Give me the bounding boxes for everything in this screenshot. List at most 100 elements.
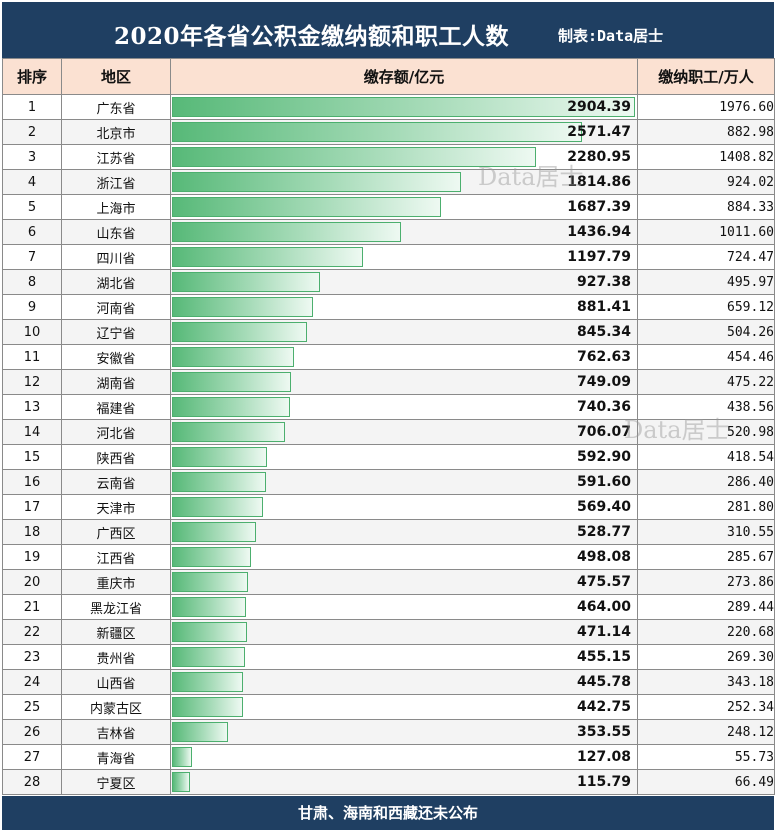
amount-cell: 445.78: [170, 669, 638, 695]
region-cell: 广西区: [61, 519, 171, 545]
table-row: 9 河南省 881.41 659.12: [2, 294, 775, 320]
workers-cell: 882.98: [637, 119, 775, 145]
workers-cell: 659.12: [637, 294, 775, 320]
column-header-row: 排序 地区 缴存额/亿元 缴纳职工/万人: [2, 58, 775, 95]
column-header-workers: 缴纳职工/万人: [637, 58, 775, 95]
table-row: 8 湖北省 927.38 495.97: [2, 269, 775, 295]
amount-bar: [172, 747, 193, 767]
amount-cell: 1436.94: [170, 219, 638, 245]
region-cell: 河北省: [61, 419, 171, 445]
rank-cell: 28: [2, 769, 62, 795]
amount-bar: [172, 397, 291, 417]
table-row: 22 新疆区 471.14 220.68: [2, 619, 775, 645]
table-row: 7 四川省 1197.79 724.47: [2, 244, 775, 270]
workers-cell: 289.44: [637, 594, 775, 620]
region-cell: 陕西省: [61, 444, 171, 470]
workers-cell: 248.12: [637, 719, 775, 745]
region-cell: 吉林省: [61, 719, 171, 745]
amount-cell: 927.38: [170, 269, 638, 295]
rank-cell: 14: [2, 419, 62, 445]
workers-cell: 1976.60: [637, 94, 775, 120]
amount-bar: [172, 147, 536, 167]
table-body: 1 广东省 2904.39 1976.60 2 北京市 2571.47 882.98 3 江苏省 2…: [2, 94, 775, 795]
region-cell: 黑龙江省: [61, 594, 171, 620]
region-cell: 山东省: [61, 219, 171, 245]
region-cell: 北京市: [61, 119, 171, 145]
workers-cell: 520.98: [637, 419, 775, 445]
amount-cell: 127.08: [170, 744, 638, 770]
table-row: 14 河北省 706.07 520.98: [2, 419, 775, 445]
region-cell: 山西省: [61, 669, 171, 695]
amount-value: 927.38: [576, 274, 631, 290]
amount-bar: [172, 222, 402, 242]
column-header-region: 地区: [61, 58, 171, 95]
rank-cell: 24: [2, 669, 62, 695]
table-row: 1 广东省 2904.39 1976.60: [2, 94, 775, 120]
region-cell: 广东省: [61, 94, 171, 120]
region-cell: 四川省: [61, 244, 171, 270]
amount-cell: 2280.95: [170, 144, 638, 170]
workers-cell: 724.47: [637, 244, 775, 270]
table-row: 19 江西省 498.08 285.67: [2, 544, 775, 570]
table-row: 26 吉林省 353.55 248.12: [2, 719, 775, 745]
data-table: 排序 地区 缴存额/亿元 缴纳职工/万人 1 广东省 2904.39 1976.60 2…: [2, 58, 775, 795]
amount-value: 464.00: [576, 599, 631, 615]
region-cell: 重庆市: [61, 569, 171, 595]
amount-cell: 881.41: [170, 294, 638, 320]
amount-bar: [172, 272, 320, 292]
amount-value: 353.55: [576, 724, 631, 740]
region-cell: 青海省: [61, 744, 171, 770]
rank-cell: 5: [2, 194, 62, 220]
amount-cell: 455.15: [170, 644, 638, 670]
amount-bar: [172, 497, 263, 517]
region-cell: 福建省: [61, 394, 171, 420]
amount-bar: [172, 122, 582, 142]
amount-value: 1197.79: [567, 249, 631, 265]
rank-cell: 27: [2, 744, 62, 770]
amount-cell: 762.63: [170, 344, 638, 370]
amount-value: 2904.39: [567, 99, 631, 115]
rank-cell: 22: [2, 619, 62, 645]
workers-cell: 924.02: [637, 169, 775, 195]
region-cell: 河南省: [61, 294, 171, 320]
region-cell: 天津市: [61, 494, 171, 520]
rank-cell: 19: [2, 544, 62, 570]
amount-value: 569.40: [576, 499, 631, 515]
footer-note: 甘肃、海南和西藏还未公布: [2, 796, 774, 830]
amount-bar: [172, 447, 267, 467]
amount-bar: [172, 322, 307, 342]
amount-value: 1436.94: [567, 224, 631, 240]
rank-cell: 10: [2, 319, 62, 345]
amount-value: 475.57: [576, 574, 631, 590]
table-row: 20 重庆市 475.57 273.86: [2, 569, 775, 595]
rank-cell: 6: [2, 219, 62, 245]
chart-credit: 制表:Data居士: [558, 27, 664, 45]
amount-cell: 353.55: [170, 719, 638, 745]
rank-cell: 2: [2, 119, 62, 145]
amount-cell: 442.75: [170, 694, 638, 720]
amount-bar: [172, 372, 292, 392]
table-row: 2 北京市 2571.47 882.98: [2, 119, 775, 145]
amount-value: 740.36: [576, 399, 631, 415]
region-cell: 贵州省: [61, 644, 171, 670]
workers-cell: 1408.82: [637, 144, 775, 170]
amount-value: 845.34: [576, 324, 631, 340]
rank-cell: 3: [2, 144, 62, 170]
rank-cell: 8: [2, 269, 62, 295]
region-cell: 新疆区: [61, 619, 171, 645]
table-row: 13 福建省 740.36 438.56: [2, 394, 775, 420]
rank-cell: 23: [2, 644, 62, 670]
amount-cell: 475.57: [170, 569, 638, 595]
amount-bar: [172, 197, 441, 217]
rank-cell: 20: [2, 569, 62, 595]
region-cell: 上海市: [61, 194, 171, 220]
amount-cell: 592.90: [170, 444, 638, 470]
region-cell: 安徽省: [61, 344, 171, 370]
workers-cell: 1011.60: [637, 219, 775, 245]
table-row: 10 辽宁省 845.34 504.26: [2, 319, 775, 345]
amount-value: 749.09: [576, 374, 631, 390]
amount-bar: [172, 622, 248, 642]
rank-cell: 12: [2, 369, 62, 395]
table-row: 6 山东省 1436.94 1011.60: [2, 219, 775, 245]
rank-cell: 11: [2, 344, 62, 370]
